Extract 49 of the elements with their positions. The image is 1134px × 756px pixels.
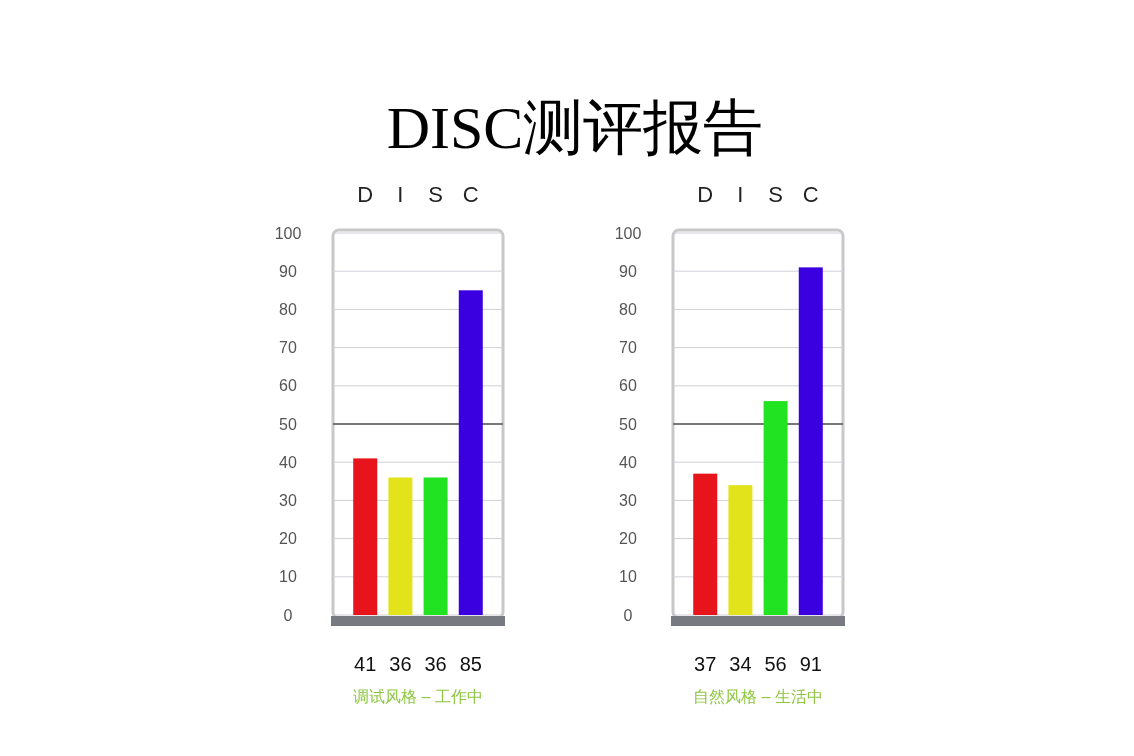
data-label: 56 (764, 653, 787, 675)
y-tick-label: 50 (619, 415, 637, 433)
data-label: 41 (354, 653, 377, 675)
y-tick-label: 0 (283, 606, 293, 624)
bar (458, 290, 483, 615)
x-tick-label: I (737, 182, 744, 207)
x-tick-label: D (697, 182, 714, 207)
y-tick-label: 80 (279, 301, 297, 318)
x-axis-title: 自然风格 – 生活中 (693, 688, 823, 705)
x-tick-label: D (357, 182, 374, 207)
data-label: 85 (459, 653, 482, 675)
x-tick-label: I (397, 182, 404, 207)
data-label: 36 (424, 653, 447, 675)
y-tick-label: 0 (623, 606, 633, 624)
y-tick-label: 10 (279, 568, 297, 586)
bar (693, 473, 718, 615)
y-tick-label: 20 (619, 530, 637, 548)
data-label: 36 (389, 653, 412, 675)
y-tick-label: 100 (274, 224, 302, 242)
bar (798, 267, 823, 615)
y-tick-label: 30 (619, 492, 637, 509)
x-tick-label: S (768, 182, 783, 207)
y-tick-label: 10 (619, 568, 637, 586)
y-tick-label: 40 (279, 453, 297, 471)
y-tick-label: 20 (279, 530, 297, 548)
y-tick-label: 50 (279, 415, 297, 433)
bar (353, 458, 378, 615)
data-label: 91 (799, 653, 822, 675)
x-tick-label: S (428, 182, 443, 207)
y-tick-label: 70 (619, 339, 637, 357)
x-tick-label: C (462, 182, 479, 207)
x-axis-title: 调试风格 – 工作中 (353, 688, 483, 705)
data-label: 37 (694, 653, 717, 675)
bar (388, 477, 413, 615)
y-tick-label: 70 (279, 339, 297, 357)
y-tick-label: 60 (619, 377, 637, 395)
y-tick-label: 90 (619, 262, 637, 280)
y-tick-label: 90 (279, 262, 297, 280)
bar (763, 401, 788, 615)
bar (423, 477, 448, 615)
y-tick-label: 80 (619, 301, 637, 318)
bar (728, 485, 753, 615)
y-tick-label: 30 (279, 492, 297, 509)
data-label: 34 (729, 653, 752, 675)
y-tick-label: 40 (619, 453, 637, 471)
y-tick-label: 100 (614, 224, 642, 242)
y-tick-label: 60 (279, 377, 297, 395)
x-tick-label: C (802, 182, 819, 207)
chart-title: DISC测评报告 (386, 95, 764, 161)
